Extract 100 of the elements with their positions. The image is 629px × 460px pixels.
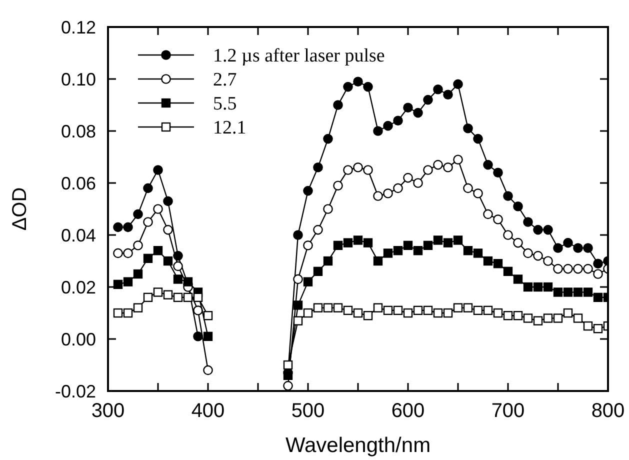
point: [583, 288, 593, 297]
point: [343, 82, 353, 92]
point: [493, 308, 503, 318]
point: [413, 108, 423, 118]
point: [123, 222, 133, 232]
point: [313, 224, 323, 235]
y-tick-label: 0.04: [60, 225, 96, 246]
point: [113, 222, 123, 232]
point: [333, 100, 343, 110]
point: [463, 183, 473, 194]
point: [373, 191, 383, 201]
point: [473, 188, 483, 198]
point: [403, 172, 413, 183]
point: [113, 248, 123, 258]
y-tick-label: 0.02: [60, 277, 96, 298]
y-tick-label: 0.08: [60, 121, 96, 142]
point: [483, 160, 493, 170]
point: [513, 311, 523, 320]
point: [503, 191, 513, 201]
point: [403, 102, 413, 112]
point: [183, 277, 193, 286]
point: [423, 94, 433, 105]
point: [353, 236, 363, 245]
point: [483, 306, 493, 315]
point: [413, 246, 423, 256]
point: [163, 290, 173, 300]
point: [333, 240, 343, 250]
point: [463, 303, 473, 312]
point: [443, 238, 453, 248]
point: [323, 256, 333, 266]
point: [163, 224, 173, 235]
point: [133, 269, 143, 279]
point: [343, 165, 353, 175]
point: [523, 314, 533, 323]
point: [313, 162, 323, 172]
point: [493, 214, 503, 224]
point: [473, 248, 483, 258]
x-tick-label: 700: [491, 400, 525, 422]
point: [473, 306, 483, 315]
point: [523, 217, 533, 227]
point: [373, 303, 383, 312]
point: [173, 274, 183, 284]
point: [443, 162, 453, 172]
point: [363, 238, 373, 248]
point: [563, 264, 573, 274]
point: [163, 256, 173, 266]
point: [353, 162, 363, 172]
point: [383, 248, 393, 258]
point: [203, 311, 213, 320]
point: [143, 254, 153, 263]
point: [193, 332, 203, 342]
point: [343, 238, 353, 248]
point: [543, 224, 553, 235]
point: [493, 259, 503, 268]
point: [303, 240, 313, 250]
point: [463, 246, 473, 256]
point: [553, 314, 563, 323]
point: [193, 292, 203, 302]
point: [423, 165, 433, 175]
point: [283, 370, 293, 380]
point: [173, 261, 183, 272]
point: [563, 288, 573, 297]
point: [523, 282, 533, 292]
point: [193, 306, 203, 316]
point: [333, 180, 343, 190]
point: [453, 79, 463, 90]
point: [153, 246, 163, 256]
y-axis-title: ΔOD: [9, 187, 31, 231]
point: [383, 306, 393, 315]
point: [563, 308, 573, 318]
point: [493, 168, 503, 178]
point: [303, 277, 313, 286]
point: [533, 282, 543, 292]
point: [363, 165, 373, 175]
point: [393, 116, 403, 126]
y-tick-label: -0.02: [54, 381, 96, 402]
point: [283, 360, 293, 370]
legend-label: 12.1: [213, 118, 246, 139]
point: [533, 250, 543, 261]
x-tick-label: 600: [391, 400, 425, 422]
point: [153, 204, 163, 214]
point: [593, 269, 603, 279]
point: [293, 230, 303, 240]
point: [533, 316, 543, 326]
point: [403, 308, 413, 318]
point: [593, 324, 603, 334]
point: [373, 256, 383, 266]
point: [303, 186, 313, 196]
point: [433, 308, 443, 318]
y-tick-label: 0.00: [60, 329, 96, 350]
point: [323, 204, 333, 214]
x-tick-label: 800: [591, 400, 625, 422]
point: [113, 280, 123, 289]
point: [553, 243, 563, 253]
point: [453, 236, 463, 245]
point: [433, 84, 443, 94]
point: [383, 120, 393, 131]
point: [133, 303, 143, 312]
point: [283, 380, 293, 391]
point: [323, 303, 333, 312]
